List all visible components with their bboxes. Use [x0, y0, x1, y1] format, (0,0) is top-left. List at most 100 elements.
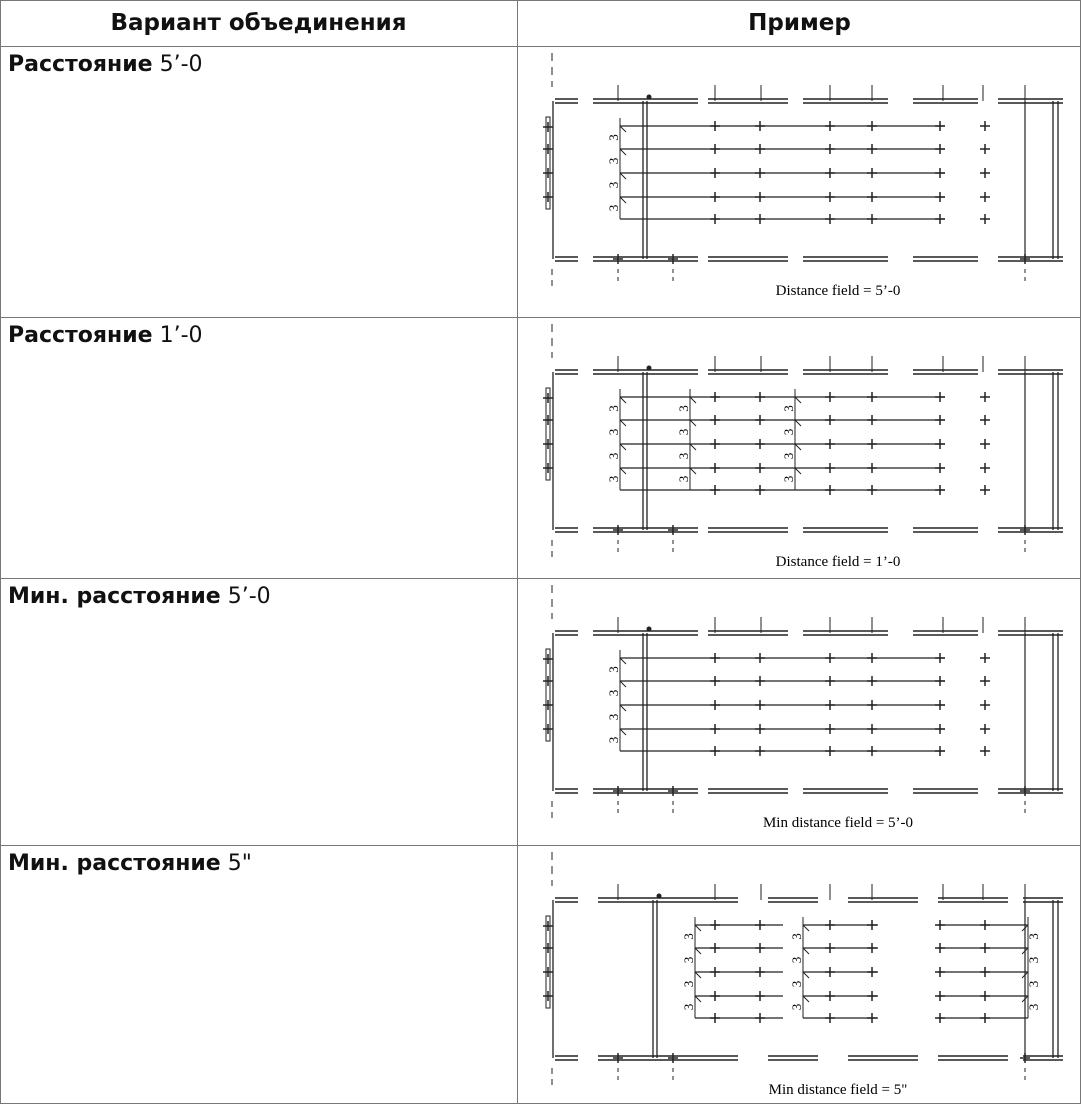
- label-bold: Расстояние: [8, 52, 153, 77]
- label-bold: Мин. расстояние: [8, 584, 221, 609]
- drawing-line: [619, 728, 627, 736]
- label-value: 5’-0: [159, 52, 203, 77]
- drawing-dot: [646, 365, 652, 371]
- border: [0, 0, 1, 1104]
- dimension-label: 3: [676, 476, 691, 483]
- dimension-label: 3: [676, 453, 691, 460]
- drawing-rect: [545, 915, 551, 1009]
- dimension-label: 3: [606, 666, 621, 673]
- dimension-label: 3: [781, 453, 796, 460]
- drawing-line: [619, 396, 627, 404]
- dimension-label: 3: [1026, 957, 1041, 964]
- dimension-label: 3: [606, 690, 621, 697]
- drawing-line: [802, 995, 810, 1003]
- border: [0, 845, 1081, 846]
- dimension-label: 3: [681, 957, 696, 964]
- drawing-line: [619, 680, 627, 688]
- drawing-line: [619, 148, 627, 156]
- drawing-line: [619, 196, 627, 204]
- drawing-line: [794, 419, 802, 427]
- example-figure: 3 3 3 3 3 3 3 3 3 3 3 3 Distance field = 1’-0: [543, 324, 1063, 570]
- drawing-rect: [545, 648, 551, 742]
- drawing-line: [619, 657, 627, 665]
- caption: Min distance field = 5’-0: [763, 815, 913, 831]
- dimension-label: 3: [681, 933, 696, 940]
- drawing-line: [1021, 971, 1029, 979]
- drawing-rect: [545, 387, 551, 481]
- drawing-line: [619, 467, 627, 475]
- example-figure: 3 3 3 3 Min distance field = 5’-0: [543, 585, 1063, 831]
- drawing-line: [1021, 947, 1029, 955]
- dimension-label: 3: [781, 405, 796, 412]
- dimension-label: 3: [681, 981, 696, 988]
- drawing-line: [689, 467, 697, 475]
- dimension-label: 3: [606, 453, 621, 460]
- drawing-line: [794, 443, 802, 451]
- row-label: Мин. расстояние 5’-0: [8, 584, 271, 609]
- dimension-label: 3: [606, 737, 621, 744]
- drawing-line: [1021, 924, 1029, 932]
- dimension-label: 3: [781, 429, 796, 436]
- label-value: 5": [227, 851, 252, 876]
- drawing-line: [694, 924, 702, 932]
- example-figure: 3 3 3 3 3 3 3 3 3 3 3 3 Min distance field = 5": [543, 852, 1063, 1098]
- dimension-label: 3: [1026, 1004, 1041, 1011]
- drawing-line: [694, 995, 702, 1003]
- drawing-line: [619, 172, 627, 180]
- drawing-line: [689, 396, 697, 404]
- example-figure: 3 3 3 3 Distance field = 5’-0: [543, 53, 1063, 299]
- drawing-line: [689, 443, 697, 451]
- dimension-label: 3: [1026, 933, 1041, 940]
- dimension-label: 3: [606, 405, 621, 412]
- dimension-label: 3: [606, 476, 621, 483]
- dimension-label: 3: [606, 182, 621, 189]
- dimension-label: 3: [789, 957, 804, 964]
- drawing-line: [1021, 995, 1029, 1003]
- drawing-line: [794, 396, 802, 404]
- drawing-line: [619, 443, 627, 451]
- row-label: Расстояние 1’-0: [8, 323, 203, 348]
- dimension-label: 3: [606, 714, 621, 721]
- caption: Distance field = 5’-0: [776, 283, 901, 299]
- dimension-label: 3: [789, 1004, 804, 1011]
- drawing-line: [619, 419, 627, 427]
- drawing-line: [619, 704, 627, 712]
- dimension-label: 3: [606, 158, 621, 165]
- label-bold: Расстояние: [8, 323, 153, 348]
- label-bold: Мин. расстояние: [8, 851, 221, 876]
- dimension-label: 3: [606, 205, 621, 212]
- border: [0, 46, 1081, 47]
- drawing-dot: [646, 626, 652, 632]
- dimension-label: 3: [1026, 981, 1041, 988]
- dimension-label: 3: [789, 933, 804, 940]
- border: [0, 578, 1081, 579]
- border: [0, 317, 1081, 318]
- label-value: 1’-0: [159, 323, 203, 348]
- header-cell: Вариант объединения: [110, 10, 407, 36]
- dimension-label: 3: [606, 134, 621, 141]
- row-label: Расстояние 5’-0: [8, 52, 203, 77]
- drawing-line: [802, 924, 810, 932]
- dimension-label: 3: [676, 429, 691, 436]
- caption: Min distance field = 5": [769, 1082, 908, 1098]
- dimension-label: 3: [789, 981, 804, 988]
- caption: Distance field = 1’-0: [776, 554, 901, 570]
- drawing-line: [694, 947, 702, 955]
- label-value: 5’-0: [227, 584, 271, 609]
- drawing-line: [794, 467, 802, 475]
- drawing-line: [689, 419, 697, 427]
- drawing-rect: [545, 116, 551, 210]
- border: [0, 0, 1081, 1]
- dimension-label: 3: [681, 1004, 696, 1011]
- drawing-dot: [646, 94, 652, 100]
- header-cell: Пример: [748, 10, 851, 36]
- drawing-dot: [656, 893, 662, 899]
- drawing-line: [802, 947, 810, 955]
- dimension-label: 3: [676, 405, 691, 412]
- dimension-label: 3: [606, 429, 621, 436]
- row-label: Мин. расстояние 5": [8, 851, 252, 876]
- drawing-line: [694, 971, 702, 979]
- dimension-label: 3: [781, 476, 796, 483]
- drawing-line: [619, 125, 627, 133]
